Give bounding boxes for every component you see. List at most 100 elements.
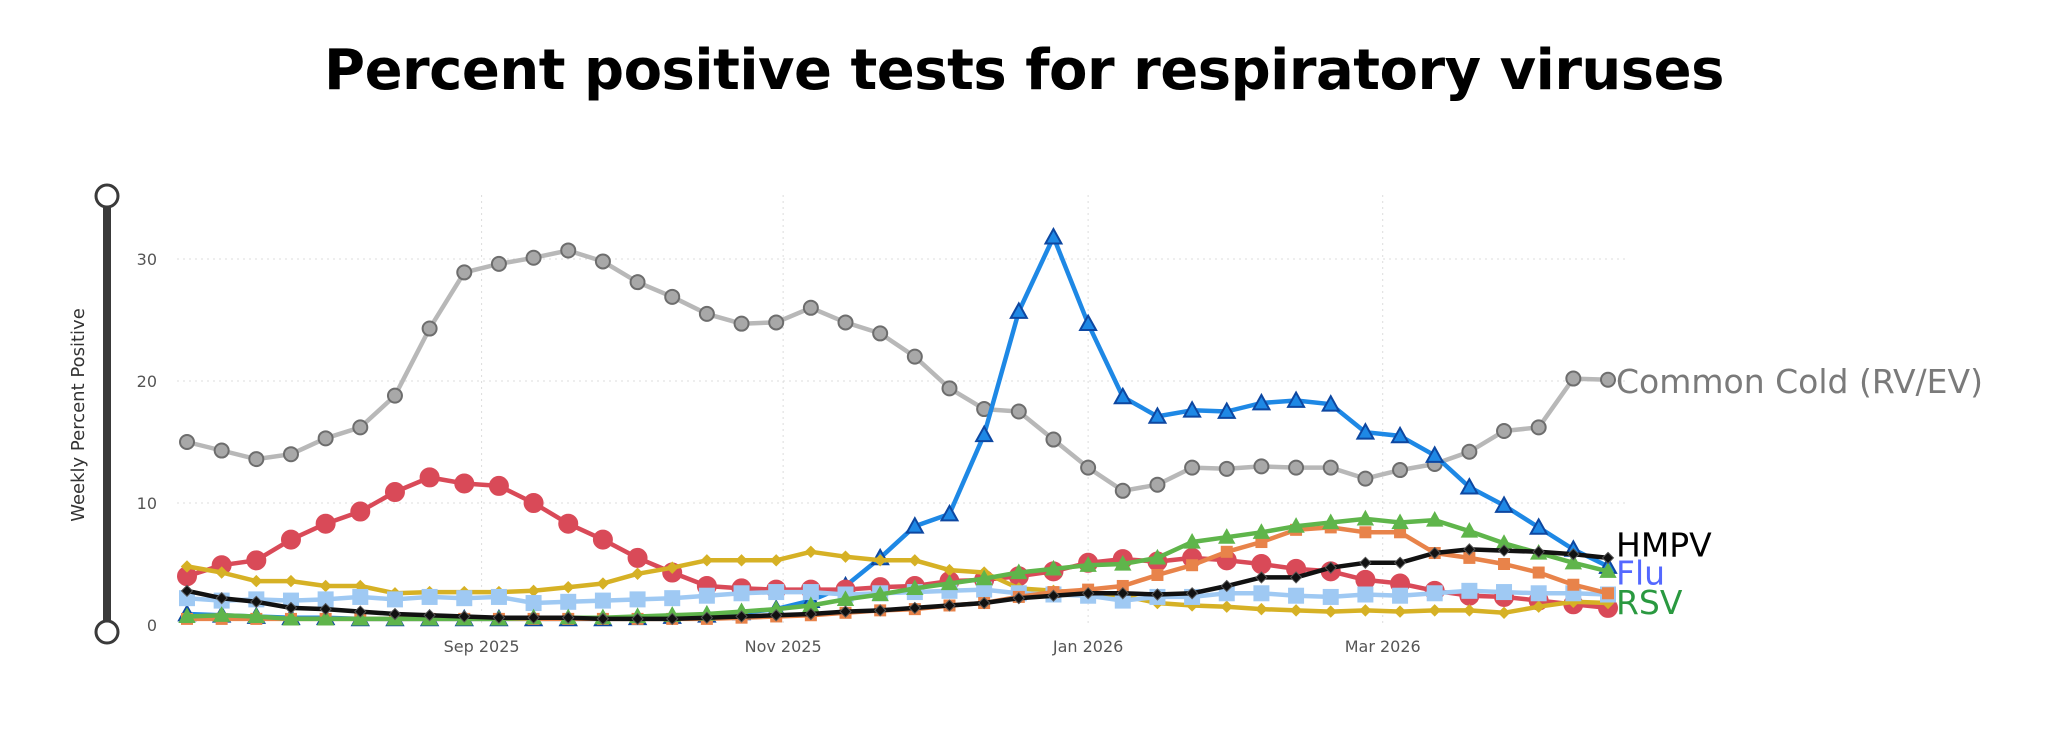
data-point-flu xyxy=(1147,406,1168,424)
data-point-parainfluenza xyxy=(1428,604,1441,617)
data-point-adenovirus xyxy=(386,591,403,608)
data-point-rsv xyxy=(282,609,300,626)
data-point-adenovirus xyxy=(1461,582,1478,599)
data-point-seasonal-coronavirus xyxy=(1394,526,1407,539)
data-point-hmpv xyxy=(1255,571,1268,584)
data-point-hmpv xyxy=(250,595,263,609)
data-point-common-cold-rv-ev xyxy=(317,430,334,447)
data-point-common-cold-rv-ev xyxy=(1218,460,1235,477)
data-point-common-cold-rv-ev xyxy=(1114,482,1131,499)
data-point-hmpv xyxy=(943,599,956,612)
data-point-hmpv xyxy=(180,584,194,598)
data-point-flu xyxy=(1113,386,1133,405)
data-point-hmpv xyxy=(319,602,332,616)
data-point-hmpv xyxy=(1220,579,1233,593)
data-point-rsv xyxy=(1460,522,1479,538)
data-point-rsv xyxy=(906,579,924,595)
data-point-parainfluenza xyxy=(1220,600,1233,613)
data-point-rsv xyxy=(351,609,369,626)
data-point-parainfluenza xyxy=(700,554,714,567)
y-tick-label: 0 xyxy=(147,616,157,635)
x-axis-ticks: Sep 2025 Nov 2025 Jan 2026 Mar 2026 xyxy=(444,637,1421,656)
data-point-flu xyxy=(974,424,994,443)
data-point-adenovirus xyxy=(1322,588,1339,605)
data-point-covid xyxy=(350,501,371,522)
data-point-common-cold-rv-ev xyxy=(213,442,230,459)
data-point-parainfluenza xyxy=(839,550,852,563)
data-point-seasonal-coronavirus xyxy=(1567,578,1580,591)
range-slider-top-handle[interactable] xyxy=(94,183,120,209)
data-point-flu xyxy=(905,516,925,534)
data-point-hmpv xyxy=(388,607,402,621)
data-point-common-cold-rv-ev xyxy=(837,314,854,331)
data-point-common-cold-rv-ev xyxy=(1253,458,1270,475)
data-point-common-cold-rv-ev xyxy=(629,274,646,291)
data-point-adenovirus xyxy=(733,585,750,602)
x-tick-label: Sep 2025 xyxy=(444,637,520,656)
data-point-adenovirus xyxy=(1288,587,1305,604)
data-point-flu xyxy=(1390,425,1410,444)
data-point-common-cold-rv-ev xyxy=(560,242,577,259)
data-point-hmpv xyxy=(1359,556,1372,569)
data-point-flu xyxy=(1182,400,1202,418)
data-point-adenovirus xyxy=(560,593,577,610)
data-point-common-cold-rv-ev xyxy=(525,249,542,266)
data-point-common-cold-rv-ev xyxy=(421,320,438,337)
data-point-covid xyxy=(592,529,613,550)
data-point-flu xyxy=(939,503,960,522)
data-point-parainfluenza xyxy=(873,554,887,567)
data-point-flu xyxy=(1425,445,1445,463)
data-point-flu xyxy=(1009,301,1029,319)
data-point-common-cold-rv-ev xyxy=(456,264,473,281)
data-point-parainfluenza xyxy=(908,554,922,567)
data-point-rsv xyxy=(1183,532,1201,549)
data-point-rsv xyxy=(316,609,335,626)
y-tick-label: 30 xyxy=(137,250,157,269)
data-point-rsv xyxy=(1148,548,1167,565)
series-group xyxy=(177,226,1618,627)
data-point-hmpv xyxy=(1324,561,1337,574)
data-point-common-cold-rv-ev xyxy=(941,380,958,397)
chart-title: Percent positive tests for respiratory v… xyxy=(324,38,1724,103)
data-point-covid xyxy=(1251,554,1272,574)
data-point-flu xyxy=(1217,401,1237,419)
data-point-parainfluenza xyxy=(596,577,610,590)
data-point-adenovirus xyxy=(1496,584,1513,601)
data-point-hmpv xyxy=(804,607,818,621)
data-point-adenovirus xyxy=(1392,587,1409,604)
data-point-hmpv xyxy=(1012,591,1026,605)
data-point-hmpv xyxy=(735,610,748,623)
data-point-common-cold-rv-ev xyxy=(906,348,923,365)
data-point-seasonal-coronavirus xyxy=(1498,558,1511,570)
data-point-covid xyxy=(1355,569,1376,590)
data-point-hmpv xyxy=(1116,587,1129,600)
data-point-rsv xyxy=(247,607,266,624)
data-point-rsv xyxy=(940,574,959,591)
data-point-rsv xyxy=(1252,523,1271,539)
data-point-hmpv xyxy=(1497,544,1511,557)
data-point-parainfluenza xyxy=(1359,604,1372,617)
data-point-common-cold-rv-ev xyxy=(1010,403,1027,420)
y-axis-ticks: 0 10 20 30 xyxy=(137,250,157,635)
data-point-hmpv xyxy=(839,605,852,618)
x-tick-label: Mar 2026 xyxy=(1345,637,1421,656)
data-point-parainfluenza xyxy=(804,545,818,559)
data-point-common-cold-rv-ev xyxy=(1565,370,1582,387)
data-point-adenovirus xyxy=(802,584,819,601)
data-point-adenovirus xyxy=(525,595,542,612)
data-point-common-cold-rv-ev xyxy=(802,299,819,316)
data-point-common-cold-rv-ev xyxy=(1045,431,1062,448)
data-point-adenovirus xyxy=(282,592,299,609)
data-point-hmpv xyxy=(1151,588,1164,601)
series-line-rsv xyxy=(184,516,1611,622)
y-range-slider[interactable] xyxy=(94,183,120,645)
data-point-parainfluenza xyxy=(215,566,228,579)
data-point-rsv xyxy=(1044,559,1063,576)
range-slider-bottom-handle[interactable] xyxy=(94,619,120,645)
data-point-adenovirus xyxy=(1426,585,1443,602)
data-point-covid xyxy=(454,473,475,494)
data-point-parainfluenza xyxy=(1497,606,1511,620)
data-point-common-cold-rv-ev xyxy=(1496,423,1513,440)
